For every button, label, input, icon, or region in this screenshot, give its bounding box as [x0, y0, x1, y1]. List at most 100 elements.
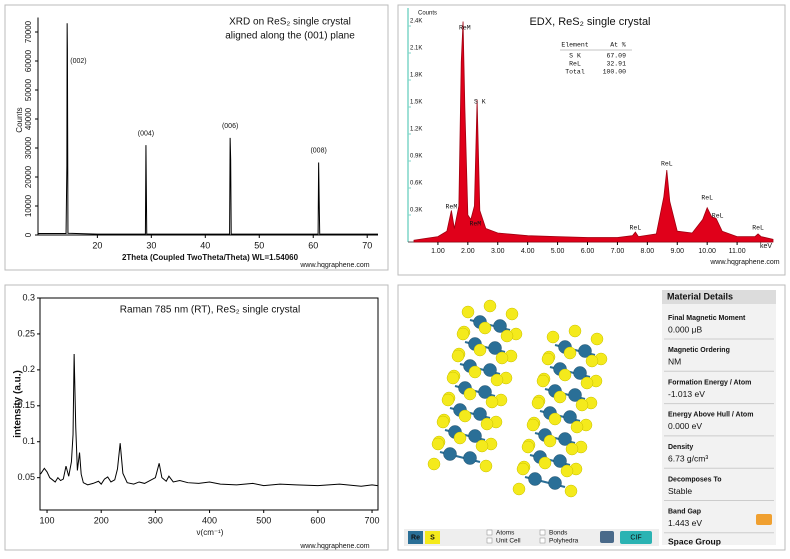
y-tick-label: 20000 [24, 165, 33, 188]
sulfur-atom [468, 365, 482, 379]
y-tick-label: 0.2 [22, 364, 35, 374]
sulfur-atom [485, 395, 499, 409]
details-next-heading: Space Group [668, 536, 721, 546]
sulfur-atom [458, 409, 472, 423]
table-header: At % [610, 42, 626, 49]
y-tick-label: 2.1K [410, 46, 422, 52]
element-swatch [425, 531, 440, 544]
sulfur-atom [568, 324, 582, 338]
table-header: Element [561, 42, 588, 49]
checkbox[interactable] [539, 529, 546, 536]
sulfur-atom [473, 343, 487, 357]
sulfur-atom [585, 354, 599, 368]
y-tick-label: 0.9K [410, 154, 422, 160]
sulfur-atom [427, 457, 441, 471]
detail-label: Decomposes To [668, 476, 722, 483]
rhenium-atom [493, 319, 507, 333]
element-label: Re [411, 534, 420, 541]
x-tick-label: 3.00 [491, 248, 505, 255]
sulfur-atom [580, 376, 594, 390]
y-axis-label: Counts [418, 11, 437, 17]
rhenium-atom [488, 341, 502, 355]
sulfur-atom [461, 305, 475, 319]
x-tick-label: 600 [310, 515, 325, 525]
detail-value: 6.73 g/cm³ [668, 453, 708, 463]
y-tick-label: 60000 [24, 49, 33, 72]
table-cell: ReL [569, 61, 581, 68]
y-tick-label: 1.5K [410, 100, 422, 106]
spectrum-area [413, 21, 774, 243]
checkbox[interactable] [539, 537, 546, 544]
rhenium-atom [568, 388, 582, 402]
x-tick-label: 300 [148, 515, 163, 525]
rhenium-atom [553, 454, 567, 468]
sulfur-atom [531, 396, 545, 410]
x-tick-label: 60 [308, 240, 318, 250]
detail-label: Density [668, 444, 693, 451]
x-axis-label: 2Theta (Coupled TwoTheta/Theta) WL=1.540… [122, 253, 299, 262]
cif-button[interactable] [620, 531, 652, 544]
y-tick-label: 70000 [24, 20, 33, 43]
x-tick-label: 1.00 [431, 248, 445, 255]
y-tick-label: 0.25 [17, 328, 35, 338]
sulfur-atom [546, 330, 560, 344]
sulfur-atom [564, 484, 578, 498]
watermark: www.hqgraphene.com [299, 543, 369, 550]
table-cell: S K [569, 53, 581, 60]
detail-value: 0.000 μB [668, 324, 703, 334]
peak-label: ReM [459, 25, 471, 32]
y-tick-label: 0.6K [410, 181, 422, 187]
y-tick-label: 0.3 [22, 292, 35, 302]
print-icon[interactable] [600, 531, 614, 543]
element-swatch [408, 531, 423, 544]
sulfur-atom [575, 398, 589, 412]
sulfur-atom [560, 464, 574, 478]
x-tick-label: 400 [202, 515, 217, 525]
x-tick-label: 7.00 [611, 248, 625, 255]
watermark: www.hqgraphene.com [299, 262, 369, 269]
rhenium-atom [483, 363, 497, 377]
rhenium-atom [463, 451, 477, 465]
peak-label: (004) [138, 130, 154, 137]
rhenium-atom [558, 432, 572, 446]
sulfur-atom [431, 437, 445, 451]
rhenium-atom [468, 429, 482, 443]
detail-label: Formation Energy / Atom [668, 379, 751, 386]
sulfur-atom [543, 434, 557, 448]
peak-label: ReL [701, 195, 713, 202]
sulfur-atom [456, 327, 470, 341]
x-tick-label: 50 [254, 240, 264, 250]
checkbox-label: Unit Cell [496, 538, 521, 545]
sulfur-atom [500, 329, 514, 343]
detail-label: Energy Above Hull / Atom [668, 412, 753, 419]
info-icon[interactable] [756, 514, 772, 525]
peak-label: ReM [469, 221, 481, 228]
sulfur-atom [536, 374, 550, 388]
x-axis-label: ν(cm⁻¹) [197, 528, 224, 537]
y-axis-label: Counts [15, 107, 24, 132]
rhenium-atom [443, 447, 457, 461]
x-tick-label: 20 [92, 240, 102, 250]
plot-frame [39, 297, 379, 511]
toolbar [404, 529, 659, 546]
x-tick-label: 100 [40, 515, 55, 525]
checkbox-label: Polyhedra [549, 538, 579, 545]
y-tick-label: 2.4K [410, 19, 422, 25]
x-tick-label: 500 [256, 515, 271, 525]
rhenium-atom [578, 344, 592, 358]
sulfur-atom [483, 299, 497, 313]
sulfur-atom [558, 368, 572, 382]
x-tick-label: 40 [200, 240, 210, 250]
x-axis-label: keV [760, 243, 772, 250]
sulfur-atom [516, 462, 530, 476]
detail-value: 0.000 eV [668, 421, 702, 431]
sulfur-atom [548, 412, 562, 426]
x-tick-label: 200 [94, 515, 109, 525]
checkbox[interactable] [486, 537, 493, 544]
detail-value: -1.013 eV [668, 389, 705, 399]
x-tick-label: 30 [146, 240, 156, 250]
checkbox[interactable] [486, 529, 493, 536]
y-tick-label: 0.15 [17, 400, 35, 410]
x-tick-label: 4.00 [521, 248, 535, 255]
chart-title: EDX, ReS₂ single crystal [529, 16, 650, 28]
